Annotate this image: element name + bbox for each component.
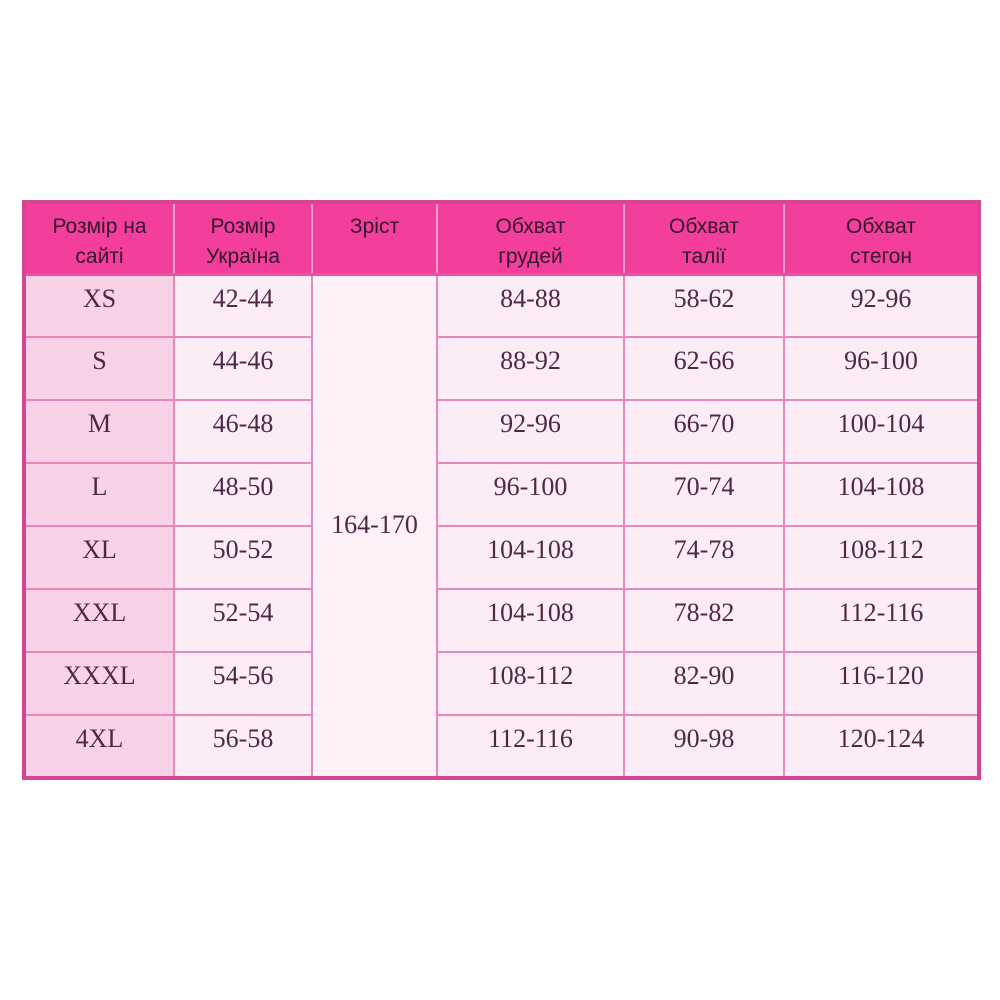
cell-chest: 88-92 — [436, 336, 625, 402]
header-height: Зріст — [311, 200, 438, 276]
cell-waist: 90-98 — [623, 714, 785, 780]
header-size-ukraine: Розмір Україна — [173, 200, 313, 276]
cell-hips: 100-104 — [783, 399, 980, 465]
cell-hips: 96-100 — [783, 336, 980, 402]
cell-size-site: XS — [23, 273, 175, 339]
table-row-xxxl: XXXL 54-56 108-112 82-90 116-120 — [23, 651, 980, 717]
cell-size-site: 4XL — [23, 714, 175, 780]
table-row-s: S 44-46 88-92 62-66 96-100 — [23, 336, 980, 402]
cell-waist: 82-90 — [623, 651, 785, 717]
table-header: Розмір на сайті Розмір Україна Зріст Обх… — [23, 200, 980, 276]
table-body: XS 42-44 164-170 84-88 58-62 92-96 S 44-… — [23, 273, 980, 780]
header-hips: Обхват стегон — [783, 200, 980, 276]
cell-waist: 58-62 — [623, 273, 785, 339]
cell-size-site: XXXL — [23, 651, 175, 717]
cell-size-site: XXL — [23, 588, 175, 654]
cell-waist: 70-74 — [623, 462, 785, 528]
cell-chest: 96-100 — [436, 462, 625, 528]
cell-chest: 92-96 — [436, 399, 625, 465]
cell-size-ua: 50-52 — [173, 525, 313, 591]
cell-chest: 84-88 — [436, 273, 625, 339]
cell-size-ua: 48-50 — [173, 462, 313, 528]
cell-hips: 112-116 — [783, 588, 980, 654]
header-chest: Обхват грудей — [436, 200, 625, 276]
cell-chest: 108-112 — [436, 651, 625, 717]
header-row: Розмір на сайті Розмір Україна Зріст Обх… — [23, 200, 980, 276]
cell-waist: 62-66 — [623, 336, 785, 402]
cell-size-ua: 46-48 — [173, 399, 313, 465]
cell-size-ua: 56-58 — [173, 714, 313, 780]
cell-size-ua: 52-54 — [173, 588, 313, 654]
cell-size-site: XL — [23, 525, 175, 591]
table-row-m: M 46-48 92-96 66-70 100-104 — [23, 399, 980, 465]
cell-waist: 78-82 — [623, 588, 785, 654]
cell-height-merged: 164-170 — [311, 273, 438, 780]
cell-hips: 120-124 — [783, 714, 980, 780]
cell-size-site: M — [23, 399, 175, 465]
cell-size-ua: 42-44 — [173, 273, 313, 339]
cell-hips: 92-96 — [783, 273, 980, 339]
cell-size-site: S — [23, 336, 175, 402]
cell-waist: 74-78 — [623, 525, 785, 591]
cell-hips: 116-120 — [783, 651, 980, 717]
cell-hips: 108-112 — [783, 525, 980, 591]
cell-size-ua: 54-56 — [173, 651, 313, 717]
cell-size-site: L — [23, 462, 175, 528]
table-row-l: L 48-50 96-100 70-74 104-108 — [23, 462, 980, 528]
cell-chest: 104-108 — [436, 588, 625, 654]
table-row-xl: XL 50-52 104-108 74-78 108-112 — [23, 525, 980, 591]
cell-waist: 66-70 — [623, 399, 785, 465]
table-row-xxl: XXL 52-54 104-108 78-82 112-116 — [23, 588, 980, 654]
header-size-site: Розмір на сайті — [23, 200, 175, 276]
cell-chest: 104-108 — [436, 525, 625, 591]
cell-chest: 112-116 — [436, 714, 625, 780]
cell-size-ua: 44-46 — [173, 336, 313, 402]
table-row-xs: XS 42-44 164-170 84-88 58-62 92-96 — [23, 273, 980, 780]
header-waist: Обхват талії — [623, 200, 785, 276]
cell-hips: 104-108 — [783, 462, 980, 528]
table-row-4xl: 4XL 56-58 112-116 90-98 120-124 — [23, 714, 980, 780]
size-chart-table: Розмір на сайті Розмір Україна Зріст Обх… — [22, 200, 981, 781]
